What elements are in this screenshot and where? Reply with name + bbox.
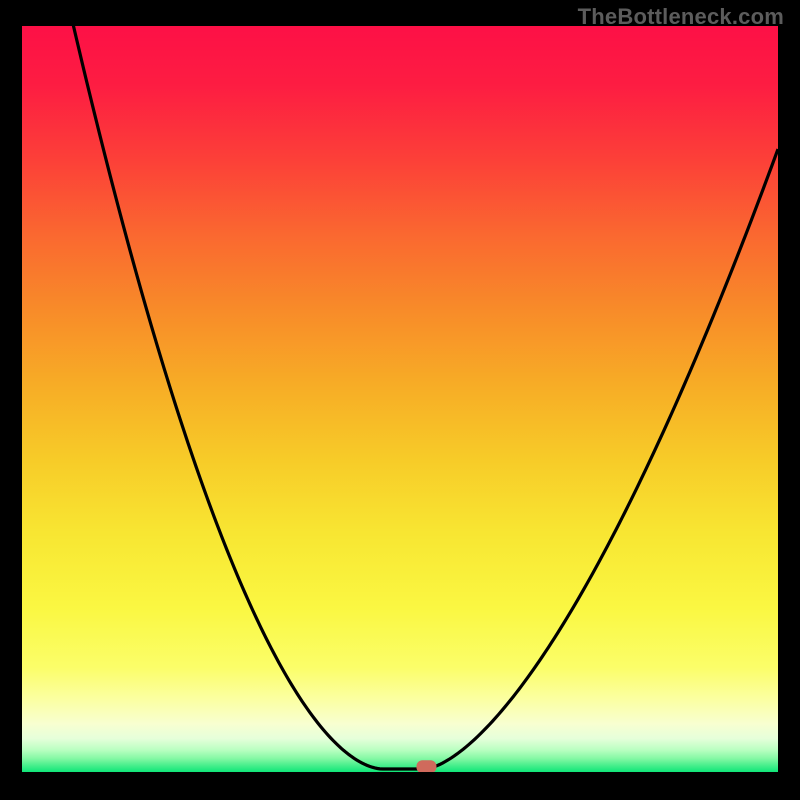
chart-frame: TheBottleneck.com [0,0,800,800]
watermark-text: TheBottleneck.com [578,4,784,30]
bottleneck-chart [0,0,800,800]
plot-background [22,26,778,772]
optimal-point-marker [416,760,436,773]
